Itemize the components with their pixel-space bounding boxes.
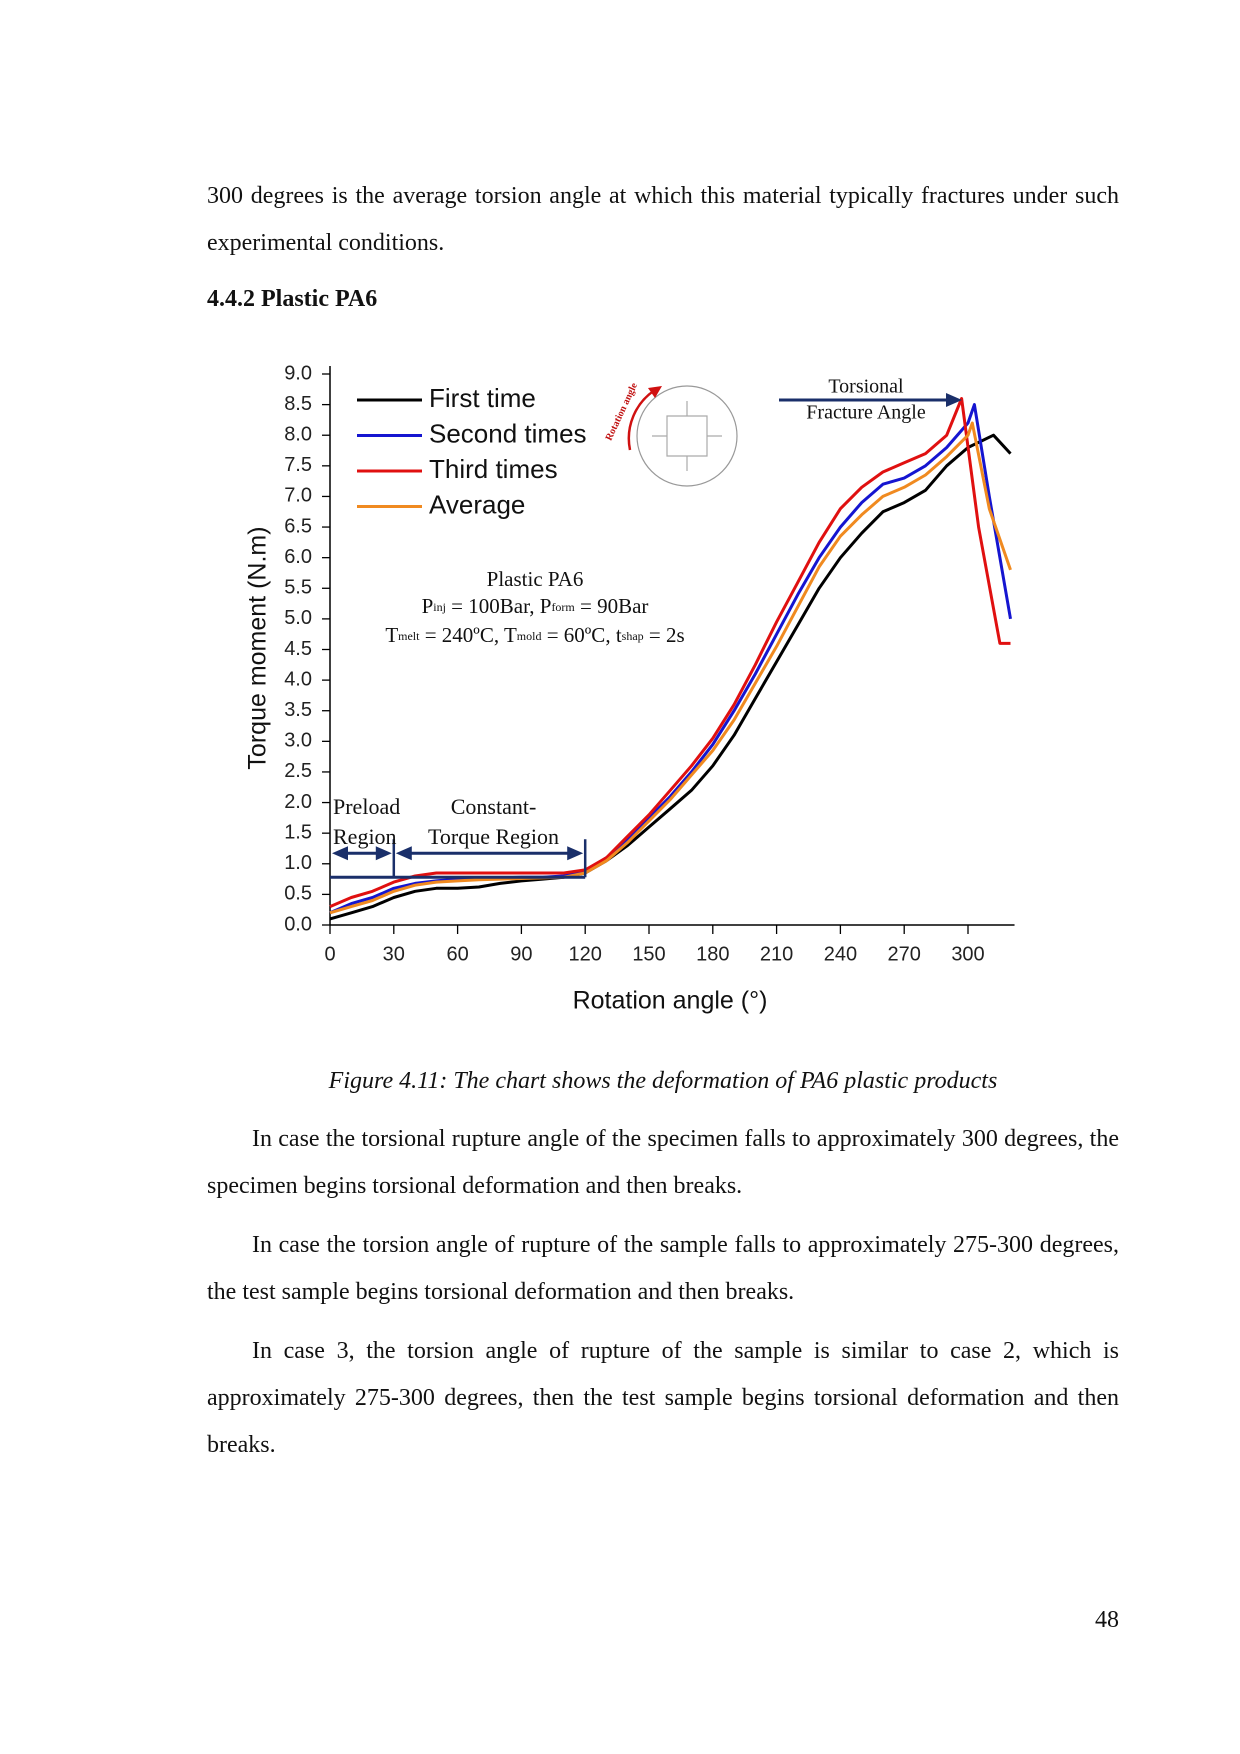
annotation-part: = 60ºC, t [541,623,621,647]
y-axis-label: Torque moment (N.m) [244,526,272,769]
y-tick-label: 3.0 [284,730,312,752]
page-number: 48 [1095,1607,1119,1633]
legend-label: Third times [429,454,558,484]
y-tick-label: 4.0 [284,668,312,690]
y-tick-label: 4.5 [284,638,312,660]
y-tick-label: 0.0 [284,913,312,935]
annotation-part: shap [622,629,644,643]
y-tick-label: 6.0 [284,546,312,568]
paragraph: In case 3, the torsion angle of rupture … [207,1338,1119,1458]
y-tick-label: 8.5 [284,393,312,415]
x-tick-label: 60 [446,943,468,965]
arrowhead [332,846,392,861]
data-line [329,397,1011,908]
y-tick-label: 7.5 [284,454,312,476]
annotation: Torsional [828,376,904,398]
icon-arrowhead [648,386,662,398]
annotation: Pinj = 100Bar, Pform = 90Bar [422,594,649,618]
y-tick-label: 1.5 [284,821,312,843]
annotation-part: = 100Bar, P [446,594,552,618]
paragraph: In case the torsional rupture angle of t… [207,1126,1119,1199]
caption: Figure 4.11: The chart shows the deforma… [328,1068,998,1094]
annotation: Plastic PA6 [487,567,584,591]
x-tick-label: 300 [951,943,984,965]
icon [652,401,722,471]
x-axis-label: Rotation angle (°) [573,987,768,1015]
icon [636,385,738,487]
paragraph: 300 degrees is the average torsion angle… [207,183,1119,256]
annotation-part: T [385,623,398,647]
x-tick-label: 30 [383,943,405,965]
annotation-part: inj [433,600,446,614]
heading: 4.4.2 Plastic PA6 [207,286,378,312]
x-tick-label: 0 [324,943,335,965]
annotation-part: form [551,600,575,614]
annotation-part: P [422,594,434,618]
chart: 0.0 0.5 1.0 1.5 2.0 2.5 3.0 3.5 4.0 4.5 5.0 5.5 6.0 6… [244,362,1015,1015]
annotation-part: melt [398,629,420,643]
annotation-part: = 240ºC, T [419,623,516,647]
x-tick-label: 270 [888,943,921,965]
x-tick-label: 240 [824,943,857,965]
annotation-part: mold [517,629,542,643]
annotation: Tmelt = 240ºC, Tmold = 60ºC, tshap = 2s [385,623,684,647]
x-tick-label: 150 [632,943,665,965]
y-tick-label: 2.5 [284,760,312,782]
legend-label: First time [429,383,536,413]
y-tick-label: 7.0 [284,485,312,507]
y-tick-label: 5.0 [284,607,312,629]
annotation: Fracture Angle [806,402,926,424]
data-line [329,433,1012,921]
y-tick-label: 2.0 [284,791,312,813]
paragraph: In case the torsion angle of rupture of … [207,1232,1119,1305]
y-tick-label: 3.5 [284,699,312,721]
x-tick-label: 120 [569,943,602,965]
annotation-part: = 2s [644,623,685,647]
y-tick-label: 0.5 [284,883,312,905]
y-tick-label: 8.0 [284,424,312,446]
legend-label: Average [429,489,525,519]
region-label: Constant- [451,794,537,819]
x-tick-label: 180 [696,943,729,965]
region-label: Torque Region [428,824,559,849]
x-tick-label: 210 [760,943,793,965]
y-tick-label: 1.0 [284,852,312,874]
icon-arrow [627,388,656,451]
y-tick-label: 9.0 [284,362,312,384]
legend-label: Second times [429,418,587,448]
arrowhead [946,393,962,407]
data-line [329,421,1012,915]
y-tick-label: 5.5 [284,577,312,599]
y-tick-label: 6.5 [284,515,312,537]
region-label: Preload [333,794,400,819]
annotation-part: = 90Bar [575,594,649,618]
region-label: Region [333,824,397,849]
x-tick-label: 90 [510,943,532,965]
